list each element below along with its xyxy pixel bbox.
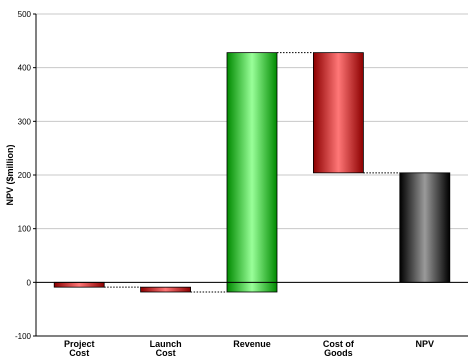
x-category-label: Revenue bbox=[233, 339, 271, 349]
bar bbox=[312, 52, 364, 174]
y-axis-title: NPV ($million) bbox=[5, 144, 15, 205]
labels: -100 0 100 200 300 400 500 Project Cost Launch Cos… bbox=[15, 10, 434, 356]
x-category-label: Cost of Goods bbox=[323, 339, 355, 356]
y-tick-label: 200 bbox=[18, 171, 32, 180]
axes bbox=[33, 13, 468, 337]
y-tick-label: 400 bbox=[18, 64, 32, 73]
connector-lines bbox=[104, 52, 400, 293]
x-category-label: Launch Cost bbox=[150, 339, 182, 356]
bar bbox=[399, 172, 451, 283]
y-tick-label: -100 bbox=[15, 332, 32, 341]
bars bbox=[53, 52, 451, 293]
y-tick-label: 100 bbox=[18, 225, 32, 234]
x-category-label: NPV bbox=[416, 339, 435, 349]
bar bbox=[140, 286, 192, 293]
y-tick-label: 500 bbox=[18, 10, 32, 19]
x-category-label: Project Cost bbox=[64, 339, 95, 356]
bar bbox=[53, 281, 105, 288]
y-tick-label: 0 bbox=[27, 278, 32, 287]
bar bbox=[226, 52, 278, 293]
y-tick-label: 300 bbox=[18, 117, 32, 126]
